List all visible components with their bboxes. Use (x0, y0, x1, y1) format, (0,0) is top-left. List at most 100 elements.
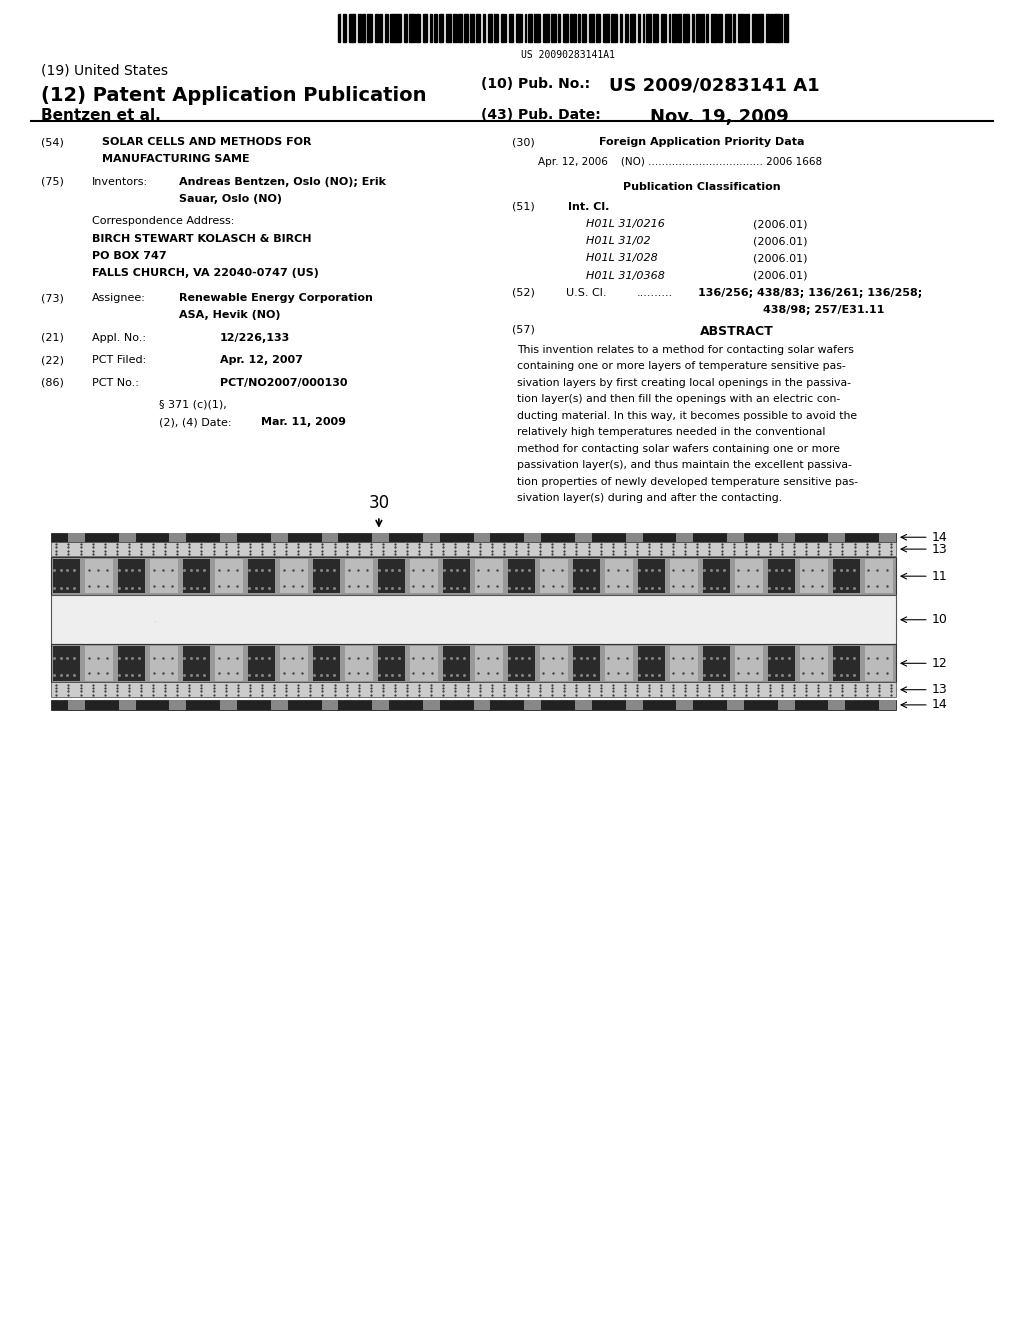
Text: ducting material. In this way, it becomes possible to avoid the: ducting material. In this way, it become… (517, 411, 857, 421)
Bar (702, 558, 730, 594)
Text: PO BOX 747: PO BOX 747 (92, 251, 167, 261)
Bar (53, 558, 81, 594)
Text: Correspondence Address:: Correspondence Address: (92, 216, 234, 227)
Text: PCT/NO2007/000130: PCT/NO2007/000130 (220, 378, 348, 388)
Bar (373, 700, 389, 710)
Bar (865, 645, 893, 681)
Text: 12/226,133: 12/226,133 (220, 333, 291, 343)
Bar (215, 558, 243, 594)
Bar (118, 645, 145, 681)
Bar (473, 532, 490, 541)
Text: (54): (54) (41, 137, 63, 148)
Bar (727, 532, 743, 541)
Bar (768, 558, 796, 594)
Bar (379, 13, 382, 41)
Bar (439, 13, 442, 41)
Bar (578, 13, 580, 41)
Bar (409, 13, 415, 41)
Bar (621, 13, 622, 41)
Bar (541, 558, 568, 594)
Bar (505, 13, 506, 41)
Bar (68, 700, 85, 710)
Text: (86): (86) (41, 378, 63, 388)
Text: 10: 10 (932, 614, 948, 626)
Bar (528, 13, 532, 41)
Text: Renewable Energy Corporation: Renewable Energy Corporation (179, 293, 373, 304)
Bar (442, 645, 470, 681)
Bar (638, 558, 666, 594)
Bar (725, 13, 731, 41)
Text: (19) United States: (19) United States (41, 63, 168, 78)
Bar (778, 700, 795, 710)
Bar (53, 645, 81, 681)
Bar (378, 558, 406, 594)
Bar (562, 13, 567, 41)
Bar (735, 558, 763, 594)
Text: (2006.01): (2006.01) (753, 253, 807, 264)
Bar (475, 558, 503, 594)
Bar (169, 700, 186, 710)
Text: (30): (30) (512, 137, 535, 148)
Bar (385, 13, 387, 41)
Bar (151, 558, 178, 594)
Bar (727, 700, 743, 710)
Bar (494, 13, 499, 41)
Bar (470, 13, 473, 41)
Bar (85, 558, 113, 594)
Bar (475, 645, 503, 681)
Text: PCT No.:: PCT No.: (92, 378, 139, 388)
Bar (745, 13, 749, 41)
Text: Apr. 12, 2006    (NO) .................................. 2006 1668: Apr. 12, 2006 (NO) .....................… (538, 157, 821, 168)
Bar (673, 13, 676, 41)
Bar (220, 700, 238, 710)
Text: H01L 31/0216: H01L 31/0216 (586, 219, 665, 230)
Bar (281, 645, 308, 681)
Text: (21): (21) (41, 333, 63, 343)
Bar (464, 13, 468, 41)
Bar (603, 13, 608, 41)
Text: (75): (75) (41, 177, 63, 187)
Bar (676, 532, 693, 541)
Text: Sauar, Oslo (NO): Sauar, Oslo (NO) (179, 194, 283, 205)
Bar (800, 645, 827, 681)
Bar (646, 13, 651, 41)
Bar (183, 558, 210, 594)
Bar (670, 558, 697, 594)
Bar (573, 13, 577, 41)
Bar (423, 13, 427, 41)
Bar (828, 532, 845, 541)
Bar (51, 532, 896, 541)
Bar (643, 13, 644, 41)
Bar (430, 13, 432, 41)
Bar (778, 532, 795, 541)
Text: Appl. No.:: Appl. No.: (92, 333, 146, 343)
Bar (735, 645, 763, 681)
Bar (544, 13, 549, 41)
Bar (322, 700, 338, 710)
Bar (670, 645, 697, 681)
Text: Andreas Bentzen, Oslo (NO); Erik: Andreas Bentzen, Oslo (NO); Erik (179, 177, 386, 187)
Bar (524, 532, 541, 541)
Text: (12) Patent Application Publication: (12) Patent Application Publication (41, 86, 426, 104)
Bar (707, 13, 709, 41)
Text: (51): (51) (512, 202, 535, 213)
Bar (774, 13, 779, 41)
Text: Mar. 11, 2009: Mar. 11, 2009 (261, 417, 346, 428)
Bar (626, 700, 643, 710)
Bar (695, 13, 700, 41)
Bar (423, 700, 440, 710)
Bar (702, 645, 730, 681)
Bar (766, 13, 770, 41)
Bar (423, 532, 440, 541)
Bar (833, 645, 860, 681)
Text: 13: 13 (932, 684, 947, 696)
Bar (630, 13, 635, 41)
Bar (780, 13, 781, 41)
Text: .: . (154, 615, 157, 624)
Text: Int. Cl.: Int. Cl. (568, 202, 609, 213)
Text: ABSTRACT: ABSTRACT (700, 325, 774, 338)
Bar (270, 532, 288, 541)
Text: FALLS CHURCH, VA 22040-0747 (US): FALLS CHURCH, VA 22040-0747 (US) (92, 268, 319, 279)
Bar (483, 13, 485, 41)
Bar (509, 13, 513, 41)
